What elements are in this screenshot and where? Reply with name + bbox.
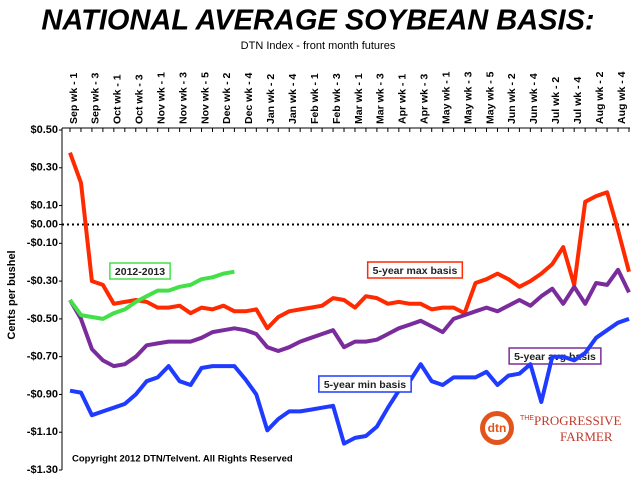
legend-box [318,375,412,393]
x-tick-label: Jan wk - 2 [265,74,277,124]
y-tick-label: -$0.30 [27,275,58,287]
y-tick-label: -$0.50 [27,313,58,325]
x-tick-label: Mar wk - 3 [375,73,387,124]
chart-title: NATIONAL AVERAGE SOYBEAN BASIS: [41,5,594,37]
logo: dtn THE PROGRESSIVE FARMER [480,411,621,445]
y-tick-label: $0.00 [30,218,58,230]
series-line [68,152,631,331]
y-tick-label: $0.30 [30,162,58,174]
y-tick-label: -$0.90 [27,388,58,400]
x-tick-label: Jul wk - 4 [572,77,584,124]
y-axis-label: Cents per bushel [6,250,18,339]
x-tick-label: Sep wk - 1 [68,72,80,124]
legend-label: 5-year max basis [373,265,458,277]
y-tick-label: -$0.10 [27,237,58,249]
y-tick-label: -$1.10 [27,426,58,438]
y-tick-label: $0.50 [30,124,58,136]
copyright: Copyright 2012 DTN/Telvent. All Rights R… [72,454,293,465]
legend-label: 2012-2013 [115,266,165,278]
y-tick-label: $0.10 [30,199,58,211]
series-line [69,317,630,446]
series-line [68,269,235,321]
x-tick-label: Aug wk - 4 [616,71,628,124]
x-tick-label: Nov wk - 1 [155,72,167,124]
x-tick-label: Sep wk - 3 [90,72,102,124]
x-tick-label: Mar wk - 1 [353,73,365,124]
legend-box [109,262,171,280]
x-tick-label: Feb wk - 3 [331,73,343,124]
legend-box [366,261,464,279]
y-tick-label: -$0.70 [27,351,58,363]
x-tick-label: Nov wk - 3 [177,72,189,124]
logo-name: FARMER [560,429,613,444]
x-tick-label: Oct wk - 3 [134,74,146,124]
logo-mark: dtn [488,421,507,435]
x-tick-label: Dec wk - 2 [221,72,233,124]
x-tick-label: Jan wk - 4 [287,74,299,124]
x-tick-label: Dec wk - 4 [243,72,255,124]
logo-inner [485,416,509,440]
chart-subtitle: DTN Index - front month futures [241,40,396,52]
x-tick-label: May wk - 5 [484,71,496,124]
x-tick-label: Apr wk - 1 [397,74,409,124]
logo-the: THE [520,415,534,422]
x-tick-label: May wk - 3 [462,71,474,124]
x-tick-label: Feb wk - 1 [309,73,321,124]
x-tick-label: Jun wk - 4 [528,73,540,124]
logo-name: PROGRESSIVE [534,413,621,428]
x-tick-label: May wk - 1 [440,71,452,124]
x-tick-label: Jul wk - 2 [550,77,562,124]
x-tick-label: Aug wk - 2 [594,71,606,124]
x-tick-label: Apr wk - 3 [419,74,431,124]
x-tick-label: Oct wk - 1 [112,74,124,124]
legend-label: 5-year min basis [324,379,406,391]
y-tick-label: -$1.30 [27,464,58,476]
x-tick-label: Jun wk - 2 [506,73,518,124]
series-line [68,267,631,369]
x-tick-label: Nov wk - 5 [199,72,211,124]
